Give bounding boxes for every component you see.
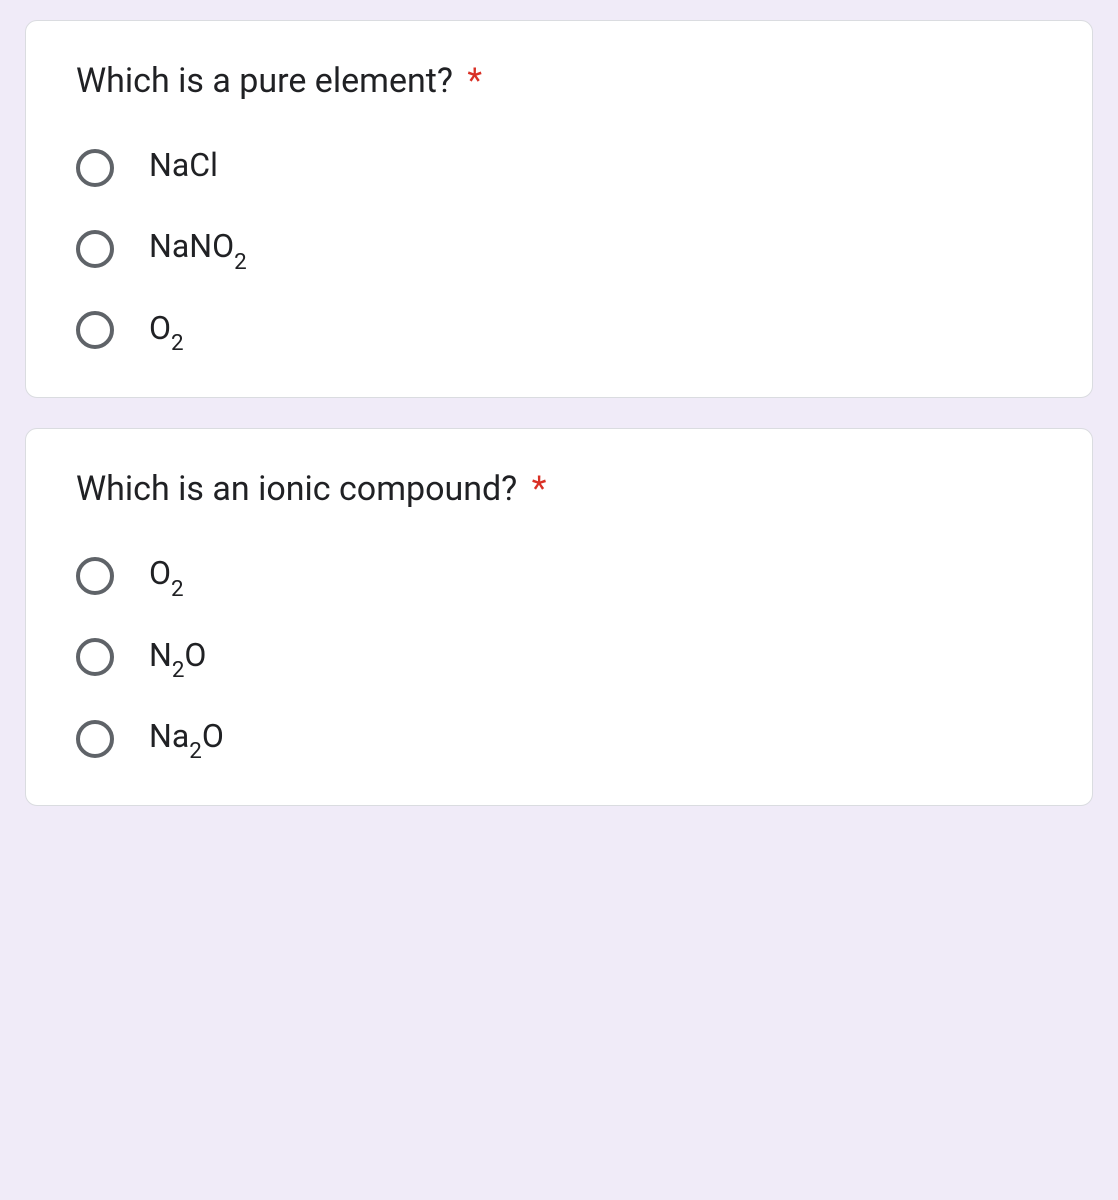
radio-option[interactable]: Na2O (76, 717, 1042, 760)
question-card-2: Which is an ionic compound? * O2 N2O Na2… (25, 428, 1093, 806)
option-label: O2 (149, 309, 184, 352)
required-asterisk: * (467, 61, 482, 101)
question-text: Which is a pure element? (76, 61, 453, 101)
required-asterisk: * (532, 469, 547, 509)
radio-icon (76, 311, 114, 349)
option-label: N2O (149, 636, 206, 679)
radio-icon (76, 557, 114, 595)
radio-icon (76, 230, 114, 268)
radio-icon (76, 720, 114, 758)
radio-option[interactable]: O2 (76, 309, 1042, 352)
radio-option[interactable]: O2 (76, 554, 1042, 597)
radio-option[interactable]: NaNO2 (76, 227, 1042, 270)
question-card-1: Which is a pure element? * NaCl NaNO2 O2 (25, 20, 1093, 398)
option-label: O2 (149, 554, 184, 597)
radio-icon (76, 638, 114, 676)
question-title: Which is an ionic compound? * (76, 469, 1042, 509)
option-label: Na2O (149, 717, 224, 760)
radio-icon (76, 149, 114, 187)
question-title: Which is a pure element? * (76, 61, 1042, 101)
radio-option[interactable]: NaCl (76, 146, 1042, 189)
radio-option[interactable]: N2O (76, 636, 1042, 679)
question-text: Which is an ionic compound? (76, 469, 517, 509)
option-label: NaCl (149, 146, 218, 189)
option-label: NaNO2 (149, 227, 247, 270)
